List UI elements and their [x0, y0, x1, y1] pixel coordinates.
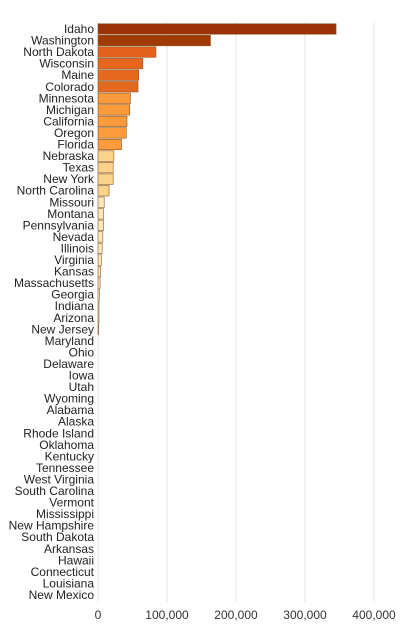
x-tick-label: 200,000: [214, 608, 258, 622]
bar: [97, 127, 127, 139]
bar: [97, 46, 157, 58]
category-label: Alabama: [47, 403, 95, 417]
bar: [97, 242, 103, 254]
category-label: Kentucky: [45, 449, 94, 463]
bar: [97, 69, 140, 81]
bar: [97, 115, 128, 127]
bar: [97, 265, 102, 278]
category-label: Arkansas: [44, 542, 94, 556]
category-label: New York: [43, 172, 95, 186]
bar: [97, 173, 114, 185]
category-label: Texas: [63, 161, 94, 175]
bar: [97, 219, 104, 231]
category-label: Louisiana: [43, 576, 95, 590]
category-label: Georgia: [51, 288, 94, 302]
category-label: Oregon: [54, 126, 94, 140]
x-axis-ticks: 0 100,000 200,000 300,000 400,000: [95, 608, 396, 622]
x-tick-label: 400,000: [352, 608, 396, 622]
category-label: Montana: [47, 207, 94, 221]
category-label: Maryland: [45, 334, 94, 348]
category-label: New Hampshire: [9, 519, 95, 533]
bar: [97, 208, 104, 220]
bar: [97, 150, 115, 162]
bars: [97, 23, 337, 335]
category-label: Iowa: [69, 369, 95, 383]
bar: [97, 92, 131, 104]
category-label: South Carolina: [15, 484, 95, 498]
category-label: South Dakota: [21, 530, 94, 544]
category-label: Massachusetts: [14, 276, 94, 290]
category-label: Minnesota: [39, 91, 95, 105]
x-tick-label: 300,000: [283, 608, 327, 622]
category-label: West Virginia: [24, 472, 95, 486]
category-label: Nevada: [53, 230, 95, 244]
bar: [97, 196, 105, 208]
bar: [97, 23, 337, 35]
category-label: Wyoming: [44, 392, 94, 406]
category-label: Tennessee: [36, 461, 94, 475]
category-label: North Carolina: [17, 184, 95, 198]
category-label: Arizona: [53, 311, 94, 325]
category-label: Hawaii: [58, 553, 94, 567]
bar: [97, 300, 100, 312]
category-label: Maine: [61, 68, 94, 82]
category-label: Missouri: [49, 195, 94, 209]
category-label: Rhode Island: [23, 426, 94, 440]
category-label: Idaho: [64, 22, 94, 36]
category-label: Vermont: [49, 496, 94, 510]
x-tick-label: 100,000: [145, 608, 189, 622]
category-label: Kansas: [54, 265, 94, 279]
bar: [97, 34, 211, 47]
bar: [97, 138, 122, 151]
category-label: Delaware: [43, 357, 94, 371]
category-label: Indiana: [55, 299, 95, 313]
category-label: Connecticut: [31, 565, 95, 579]
bar: [97, 254, 102, 266]
bar: [97, 277, 101, 289]
bar: [97, 185, 110, 197]
category-label: Utah: [69, 380, 94, 394]
category-label: North Dakota: [23, 45, 94, 59]
category-label: Nebraska: [43, 149, 95, 163]
bar: [97, 289, 100, 301]
bar: [97, 104, 131, 116]
x-tick-label: 0: [95, 608, 102, 622]
category-label: Colorado: [45, 80, 94, 94]
bar: [97, 312, 100, 324]
bar: [97, 231, 104, 243]
grid-lines: [97, 22, 375, 602]
category-label: Ohio: [69, 345, 95, 359]
category-label: New Jersey: [31, 322, 94, 336]
category-label: Alaska: [58, 415, 94, 429]
category-label: Florida: [57, 138, 94, 152]
category-label: New Mexico: [29, 588, 95, 602]
category-label: Virginia: [54, 253, 94, 267]
category-label: Illinois: [61, 241, 94, 255]
category-label: Michigan: [46, 103, 94, 117]
category-label: Washington: [31, 34, 94, 48]
bar: [97, 323, 99, 335]
category-label: Pennsylvania: [23, 218, 95, 232]
category-label: Mississippi: [36, 507, 94, 521]
category-label: Wisconsin: [39, 57, 94, 71]
bar: [97, 58, 144, 70]
bar: [97, 162, 114, 174]
category-label: Oklahoma: [39, 438, 94, 452]
bar: [97, 81, 139, 93]
category-label: California: [43, 114, 94, 128]
